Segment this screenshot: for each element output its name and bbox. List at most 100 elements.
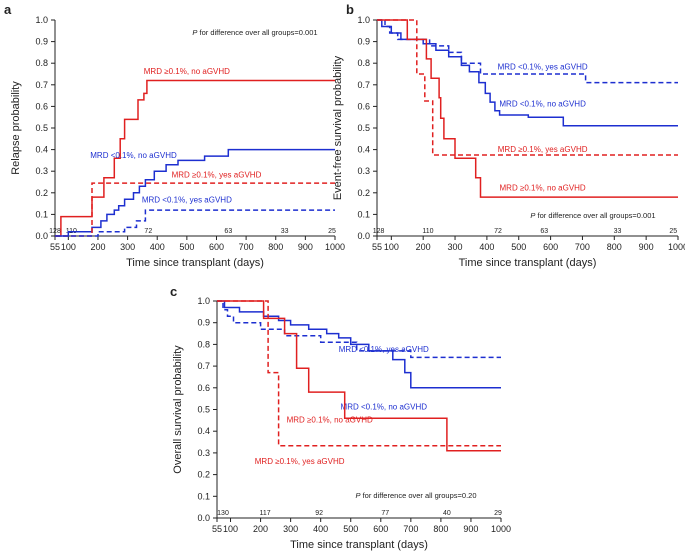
panel-letter: a xyxy=(4,2,12,17)
y-tick-label: 0.2 xyxy=(35,188,48,198)
y-tick-label: 0.7 xyxy=(357,80,370,90)
y-tick-label: 0.7 xyxy=(35,80,48,90)
x-tick-label: 300 xyxy=(120,242,135,252)
x-tick-label: 400 xyxy=(313,524,328,534)
x-tick-label: 300 xyxy=(448,242,463,252)
curve-label: MRD <0.1%, yes aGVHD xyxy=(339,345,429,354)
y-tick-label: 0.7 xyxy=(197,361,210,371)
p-italic: P xyxy=(530,211,535,220)
y-tick-label: 0.4 xyxy=(35,145,48,155)
curve-label: MRD ≥0.1%, yes aGVHD xyxy=(498,145,588,154)
panel-c: c 55 100 200 300 400 500 600 700 800 900 1000 0.0 0.1… xyxy=(170,284,511,551)
x-tick-label: 200 xyxy=(416,242,431,252)
x-tick-label: 400 xyxy=(150,242,165,252)
x-tick-label: 300 xyxy=(283,524,298,534)
y-tick-label: 0.0 xyxy=(357,231,370,241)
curve-label: MRD ≥0.1%, no aGVHD xyxy=(287,416,373,425)
x-tick-label: 900 xyxy=(298,242,313,252)
x-tick-label: 700 xyxy=(403,524,418,534)
x-tick-label: 100 xyxy=(61,242,76,252)
survival-curve xyxy=(377,19,678,156)
y-tick-label: 0.6 xyxy=(35,101,48,111)
curve-label: MRD <0.1%, yes aGVHD xyxy=(498,63,588,72)
number-at-risk: 33 xyxy=(614,228,622,235)
y-tick-label: 1.0 xyxy=(35,15,48,25)
y-tick-label: 0.1 xyxy=(197,491,210,501)
y-tick-label: 0.5 xyxy=(357,123,370,133)
x-tick-label: 600 xyxy=(543,242,558,252)
p-italic: P xyxy=(192,28,197,37)
x-axis-label: Time since transplant (days) xyxy=(290,539,428,551)
curve-label: MRD ≥0.1%, no aGVHD xyxy=(500,184,586,193)
y-axis-label: Event-free survival probability xyxy=(332,55,344,200)
curve-label: MRD <0.1%, no aGVHD xyxy=(90,151,177,160)
x-tick-label: 600 xyxy=(373,524,388,534)
y-tick-label: 0.4 xyxy=(357,145,370,155)
x-axis-label: Time since transplant (days) xyxy=(459,257,597,269)
y-tick-label: 0.1 xyxy=(357,209,370,219)
survival-curve xyxy=(217,300,501,359)
y-tick-label: 0.2 xyxy=(197,470,210,480)
x-tick-label: 700 xyxy=(239,242,254,252)
x-tick-label: 55 xyxy=(50,242,60,252)
x-tick-label: 800 xyxy=(433,524,448,534)
y-axis-label: Overall survival probability xyxy=(172,345,184,474)
number-at-risk: 72 xyxy=(144,228,152,235)
y-axis-label: Relapse probability xyxy=(10,81,22,175)
x-tick-label: 600 xyxy=(209,242,224,252)
x-tick-label: 55 xyxy=(212,524,222,534)
y-tick-label: 0.6 xyxy=(357,101,370,111)
survival-curve xyxy=(55,148,335,237)
curve-label: MRD ≥0.1%, yes aGVHD xyxy=(255,457,345,466)
p-text: for difference over all groups=0.20 xyxy=(361,491,477,500)
y-tick-label: 0.9 xyxy=(197,318,210,328)
p-value-annotation: P for difference over all groups=0.20 xyxy=(356,491,477,500)
number-at-risk: 63 xyxy=(224,228,232,235)
y-tick-label: 0.5 xyxy=(35,123,48,133)
y-tick-label: 0.5 xyxy=(197,405,210,415)
y-tick-label: 0.2 xyxy=(357,188,370,198)
y-tick-label: 0.8 xyxy=(357,58,370,68)
y-tick-label: 0.9 xyxy=(35,37,48,47)
survival-curve xyxy=(217,300,501,452)
number-at-risk: 25 xyxy=(328,228,336,235)
x-tick-label: 500 xyxy=(511,242,526,252)
curve-label: MRD ≥0.1%, yes aGVHD xyxy=(172,171,262,180)
panel-letter: b xyxy=(346,2,354,17)
x-axis-label: Time since transplant (days) xyxy=(126,257,264,269)
survival-curve xyxy=(55,209,335,237)
y-tick-label: 0.3 xyxy=(357,166,370,176)
curve-label: MRD <0.1%, no aGVHD xyxy=(499,99,586,108)
p-text: for difference over all groups=0.001 xyxy=(197,28,317,37)
survival-curve xyxy=(377,19,678,84)
x-tick-label: 800 xyxy=(607,242,622,252)
y-tick-label: 0.8 xyxy=(197,339,210,349)
number-at-risk: 128 xyxy=(373,228,385,235)
number-at-risk: 117 xyxy=(259,510,270,517)
survival-curve xyxy=(377,19,678,127)
y-tick-label: 1.0 xyxy=(357,15,370,25)
y-tick-label: 0.6 xyxy=(197,383,210,393)
x-tick-label: 1000 xyxy=(491,524,511,534)
curve-label: MRD ≥0.1%, no aGVHD xyxy=(144,67,230,76)
survival-curve xyxy=(217,300,501,447)
x-tick-label: 1000 xyxy=(668,242,685,252)
y-tick-label: 0.4 xyxy=(197,426,210,436)
y-tick-label: 0.8 xyxy=(35,58,48,68)
p-value-annotation: P for difference over all groups=0.001 xyxy=(192,28,317,37)
x-tick-label: 55 xyxy=(372,242,382,252)
number-at-risk: 25 xyxy=(669,228,677,235)
y-tick-label: 0.3 xyxy=(35,166,48,176)
y-tick-label: 0.0 xyxy=(35,231,48,241)
x-tick-label: 700 xyxy=(575,242,590,252)
p-italic: P xyxy=(356,491,361,500)
x-tick-label: 900 xyxy=(639,242,654,252)
number-at-risk: 40 xyxy=(443,510,451,517)
panel-a: a 55 100 200 300 400 500 600 700 800 900 1000 0.0 0.1… xyxy=(4,2,345,269)
number-at-risk: 72 xyxy=(494,228,502,235)
number-at-risk: 77 xyxy=(381,510,389,517)
y-tick-label: 0.3 xyxy=(197,448,210,458)
number-at-risk: 110 xyxy=(422,228,433,235)
